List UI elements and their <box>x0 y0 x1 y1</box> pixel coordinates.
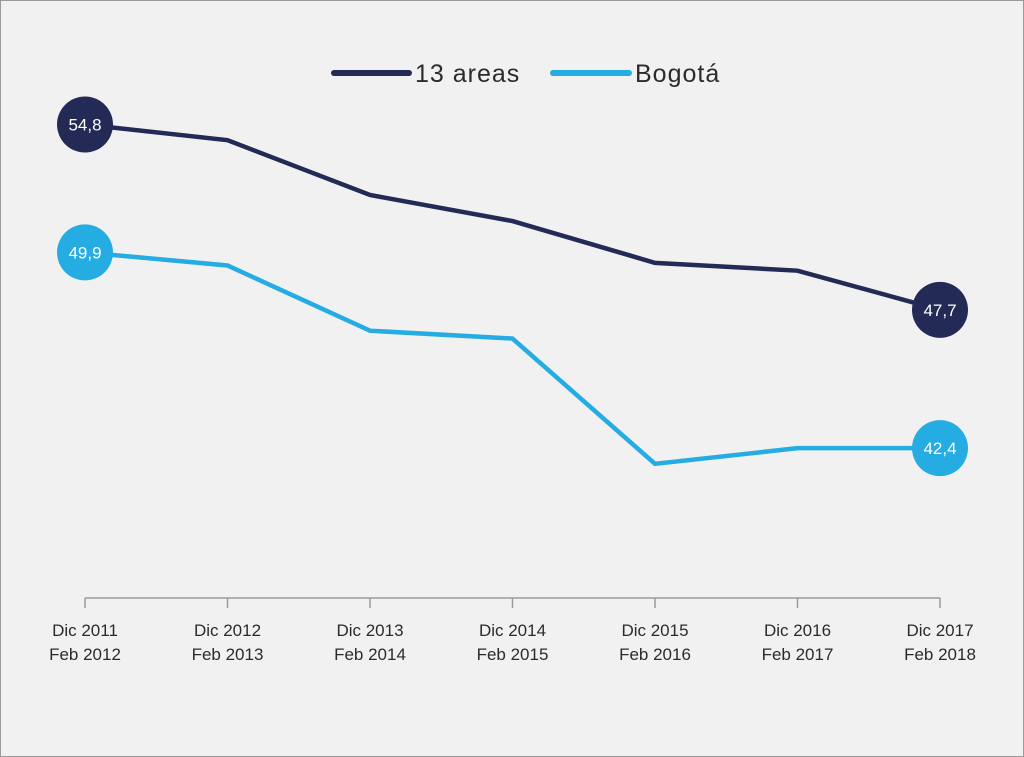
data-label: 54,8 <box>68 116 101 135</box>
x-tick-label: Dic 2013 <box>336 621 403 640</box>
data-label: 47,7 <box>923 301 956 320</box>
x-tick-label: Dic 2012 <box>194 621 261 640</box>
x-tick-label: Dic 2015 <box>621 621 688 640</box>
data-label: 42,4 <box>923 439 956 458</box>
x-tick-label: Dic 2017 <box>906 621 973 640</box>
data-point-marker <box>912 420 968 477</box>
x-tick-label: Feb 2017 <box>762 645 834 664</box>
data-point-marker <box>57 96 113 153</box>
data-point-marker <box>57 224 113 281</box>
series-line-0 <box>84 122 941 312</box>
x-tick-label: Feb 2013 <box>192 645 264 664</box>
series-lines <box>84 122 941 467</box>
x-tick-label: Feb 2018 <box>904 645 976 664</box>
x-axis: Dic 2011 Feb 2012 Dic 2012 Feb 2013 Dic 2013… <box>49 597 976 664</box>
point-labels: 54,8 47,7 49,9 42,4 <box>57 96 968 477</box>
x-tick-label: Feb 2014 <box>334 645 406 664</box>
x-tick-label: Dic 2011 <box>52 621 118 640</box>
x-tick-label: Dic 2016 <box>764 621 831 640</box>
legend-label: 13 areas <box>415 60 520 88</box>
x-tick-label: Feb 2016 <box>619 645 691 664</box>
data-point-marker <box>912 281 968 338</box>
series-line-1 <box>84 250 940 467</box>
x-tick-label: Dic 2014 <box>479 621 546 640</box>
x-tick-label: Feb 2012 <box>49 645 121 664</box>
legend-label: Bogotá <box>635 60 720 88</box>
x-tick-label: Feb 2015 <box>477 645 549 664</box>
legend: 13 areas Bogotá <box>331 60 720 88</box>
data-label: 49,9 <box>68 243 101 262</box>
